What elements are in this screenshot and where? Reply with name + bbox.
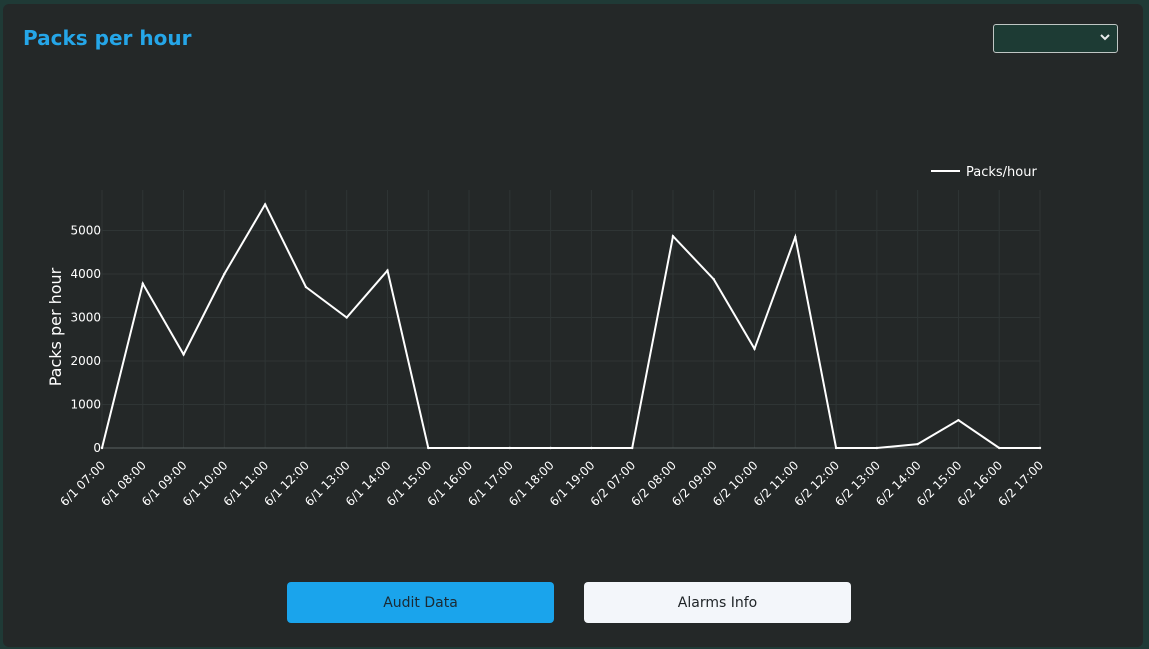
data-point (1038, 446, 1042, 450)
data-point (671, 234, 675, 238)
data-point (794, 235, 797, 239)
data-point (467, 446, 471, 450)
data-point (100, 446, 104, 450)
data-point (141, 282, 144, 285)
data-point (263, 203, 267, 206)
chart-panel: Packs per hour (3, 4, 1143, 647)
data-point (753, 347, 756, 351)
audit-data-button[interactable]: Audit Data (287, 582, 554, 623)
data-point (590, 446, 593, 450)
data-point (957, 418, 960, 422)
y-axis-title: Packs per hour (46, 267, 65, 386)
chart-grid (101, 190, 1041, 448)
y-tick-label: 0 (93, 441, 101, 455)
page-title: Packs per hour (23, 26, 192, 50)
y-tick-label: 1000 (70, 398, 101, 412)
alarms-info-button[interactable]: Alarms Info (584, 582, 851, 623)
data-point (875, 446, 879, 450)
chevron-down-icon (1100, 34, 1110, 41)
data-point (345, 316, 348, 319)
period-select[interactable] (993, 24, 1118, 53)
chart-series (100, 202, 1042, 450)
data-point (712, 278, 715, 281)
y-tick-label: 2000 (70, 354, 101, 368)
data-point (630, 446, 634, 450)
y-tick-label: 3000 (70, 311, 101, 325)
data-point (508, 446, 512, 450)
chart-legend: Packs/hour (931, 165, 1037, 180)
data-point (223, 272, 226, 276)
data-point (386, 269, 389, 272)
series-line-packs-hour (101, 202, 1040, 449)
y-tick-label: 4000 (70, 267, 101, 281)
data-point (998, 446, 1001, 450)
data-point (427, 446, 430, 450)
data-point (304, 285, 308, 289)
y-tick-label: 5000 (70, 224, 101, 238)
data-point (549, 446, 552, 450)
data-point (916, 442, 919, 446)
data-point (834, 446, 838, 450)
legend-label-packs-hour: Packs/hour (966, 165, 1037, 180)
data-point (182, 353, 185, 356)
